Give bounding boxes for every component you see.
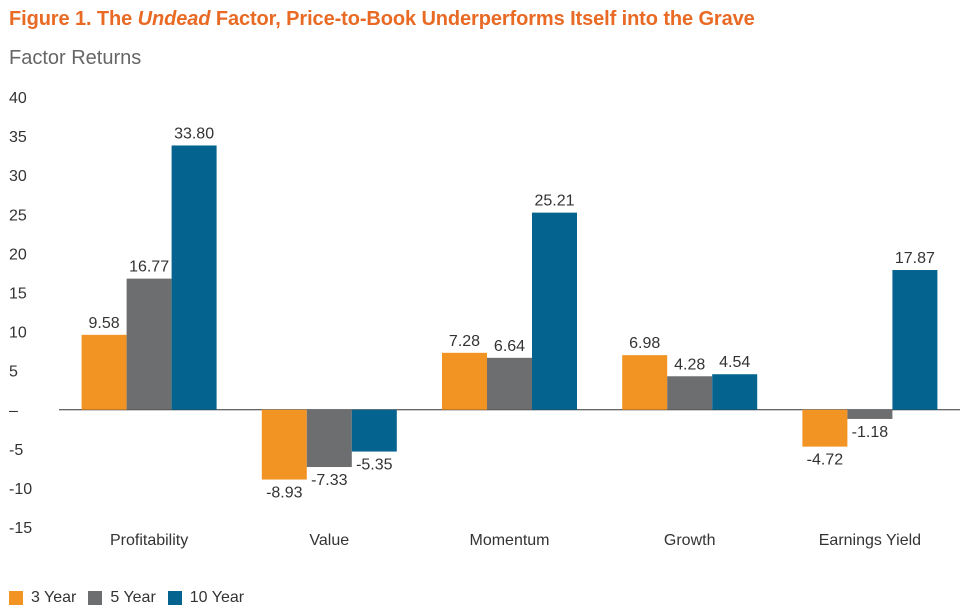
legend-item: 5 Year — [88, 589, 156, 607]
data-label: 4.54 — [719, 354, 750, 371]
data-label: 9.58 — [89, 315, 120, 332]
legend-label: 5 Year — [110, 589, 156, 606]
bar — [171, 145, 217, 410]
bar — [442, 352, 487, 410]
y-tick-label: 5 — [9, 364, 18, 381]
legend-item: 3 Year — [9, 589, 76, 607]
y-tick-label: 20 — [9, 246, 27, 263]
bar — [712, 374, 758, 410]
y-tick-label: 25 — [9, 207, 27, 224]
bar — [351, 409, 397, 452]
bar — [487, 357, 532, 410]
legend-label: 10 Year — [189, 589, 245, 606]
category-label: Earnings Yield — [819, 532, 921, 549]
bar — [126, 278, 172, 410]
chart-title: Figure 1. The Undead Factor, Price-to-Bo… — [9, 8, 755, 31]
bar — [892, 270, 938, 410]
data-label: 6.98 — [629, 335, 660, 352]
data-label: 16.77 — [129, 259, 169, 276]
category-label: Value — [309, 532, 349, 549]
data-label: -5.35 — [356, 457, 393, 474]
bar — [667, 376, 713, 410]
data-label: 4.28 — [674, 356, 705, 373]
data-label: 33.80 — [174, 125, 214, 142]
y-tick-label: -10 — [9, 481, 32, 498]
bar-chart: 40 35 30 25 20 15 10 5 – -5 -10 -15 9.58 -8.93 7.28 6.9… — [9, 90, 960, 549]
category-label: Growth — [664, 532, 716, 549]
category-label: Profitability — [110, 532, 188, 549]
legend-swatch — [88, 591, 103, 605]
title-emphasis: Undead — [137, 8, 211, 30]
title-prefix: Figure 1. The — [9, 8, 138, 30]
legend-swatch — [9, 591, 23, 605]
bar — [802, 409, 848, 447]
category-label: Momentum — [469, 532, 549, 549]
y-tick-label: 30 — [9, 168, 27, 185]
legend-swatch — [167, 591, 182, 605]
bar — [532, 212, 577, 410]
data-label: -1.18 — [852, 424, 889, 441]
data-label: -7.33 — [311, 472, 348, 489]
y-tick-label: 40 — [9, 90, 27, 107]
bar — [261, 409, 307, 480]
data-label: 17.87 — [895, 250, 935, 267]
y-tick-label: -15 — [9, 520, 32, 537]
y-tick-label: 15 — [9, 285, 27, 302]
data-label: -4.72 — [807, 452, 844, 469]
data-label: 25.21 — [534, 193, 574, 210]
title-suffix: Factor, Price-to-Book Underperforms Itse… — [210, 8, 755, 30]
data-label: 7.28 — [449, 333, 480, 350]
y-tick-label: 35 — [9, 129, 27, 146]
legend-item: 10 Year — [167, 589, 245, 607]
data-label: 6.64 — [494, 338, 525, 355]
bar — [306, 409, 352, 468]
legend-label: 3 Year — [31, 589, 77, 606]
bar — [847, 409, 893, 419]
bar — [81, 334, 127, 410]
y-tick-label: – — [9, 403, 18, 420]
y-tick-label: 10 — [9, 325, 27, 342]
y-tick-label: -5 — [9, 442, 23, 459]
data-label: -8.93 — [266, 485, 303, 502]
legend: 3 Year 5 Year 10 Year — [9, 589, 256, 607]
bar — [622, 355, 668, 410]
chart-subtitle: Factor Returns — [9, 47, 142, 69]
